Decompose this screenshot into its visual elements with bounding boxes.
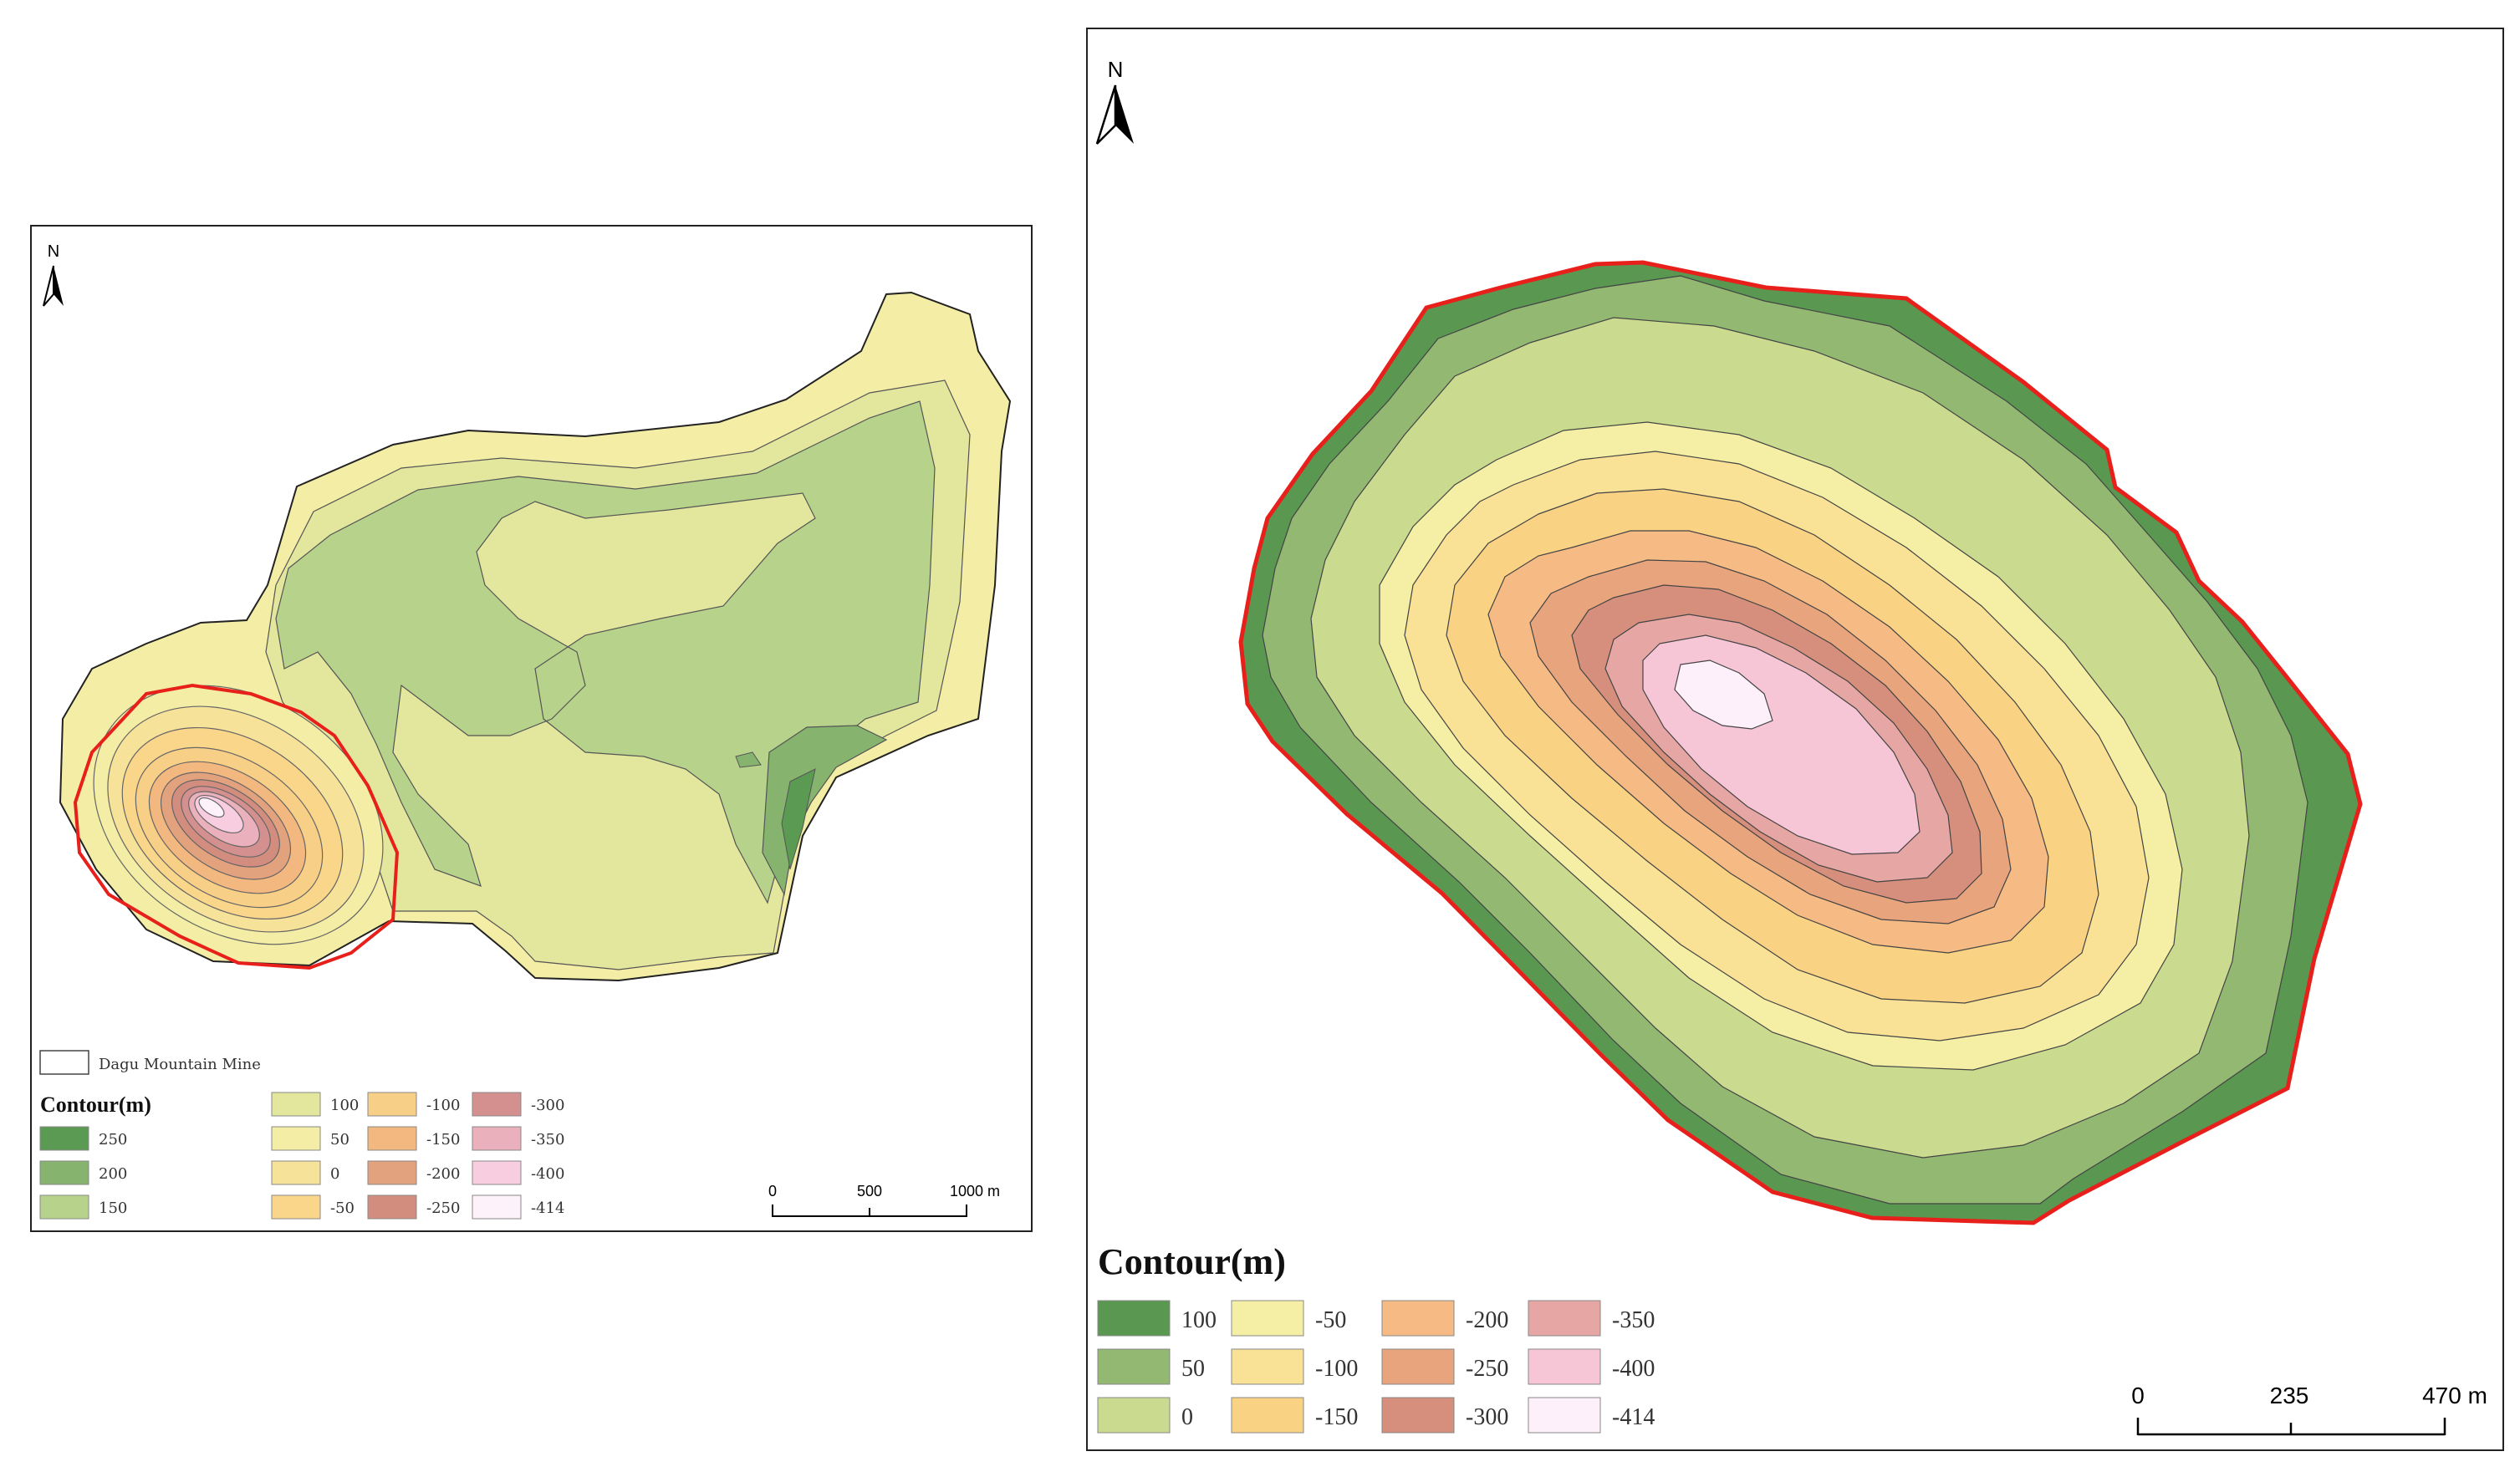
legend-swatch (367, 1092, 417, 1117)
legend-label: 0 (1181, 1404, 1193, 1430)
left-legend-title: Contour(m) (40, 1092, 151, 1117)
right-legend-col4: -350 -400 -414 (1528, 1300, 1655, 1434)
legend-label: 250 (99, 1131, 127, 1148)
contour-minus414-region (1674, 660, 1773, 730)
legend-swatch (472, 1092, 522, 1117)
legend-label: -100 (426, 1097, 460, 1114)
legend-swatch (472, 1194, 522, 1220)
legend-swatch (367, 1194, 417, 1220)
left-legend-col3: -100 -150 -200 -250 (367, 1092, 460, 1220)
legend-swatch (1528, 1348, 1601, 1385)
legend-label: -50 (1315, 1307, 1346, 1333)
legend-swatch (271, 1160, 321, 1185)
legend-swatch (1528, 1300, 1601, 1337)
legend-label: -150 (1315, 1404, 1358, 1430)
legend-swatch (271, 1194, 321, 1220)
legend-label: -150 (426, 1131, 460, 1148)
svg-text:500: 500 (857, 1183, 882, 1199)
legend-label: 200 (99, 1165, 127, 1183)
legend-label: -350 (531, 1131, 564, 1148)
legend-swatch (271, 1126, 321, 1151)
legend-swatch (271, 1092, 321, 1117)
legend-label: -200 (1466, 1307, 1508, 1333)
legend-swatch (367, 1160, 417, 1185)
legend-label: -100 (1315, 1356, 1358, 1382)
right-legend-title: Contour(m) (1098, 1241, 1286, 1282)
legend-swatch (1528, 1397, 1601, 1434)
contour-200-region (762, 725, 888, 896)
legend-swatch (1097, 1300, 1171, 1337)
north-arrow-icon: N (43, 242, 64, 307)
contour-250-region (781, 768, 816, 870)
legend-swatch (1097, 1397, 1171, 1434)
mine-contour-map (59, 291, 1012, 982)
legend-label: -200 (426, 1165, 460, 1183)
legend-swatch (1231, 1397, 1304, 1434)
legend-label: 50 (330, 1131, 349, 1148)
legend-label: 150 (99, 1199, 127, 1217)
right-legend: Contour(m) 100 50 0 -50 -100 -150 -200 (1097, 1241, 1655, 1434)
pit-boundary-left (73, 683, 400, 970)
legend-swatch (1231, 1348, 1304, 1385)
legend-label: -350 (1612, 1307, 1655, 1333)
right-legend-col2: -50 -100 -150 (1231, 1300, 1358, 1434)
left-legend: Dagu Mountain Mine Contour(m) 250 200 15… (39, 1050, 564, 1220)
legend-label: -414 (1612, 1404, 1655, 1430)
legend-swatch (1381, 1397, 1455, 1434)
right-legend-col3: -200 -250 -300 (1381, 1300, 1508, 1434)
svg-text:235: 235 (2270, 1383, 2309, 1408)
legend-swatch (472, 1160, 522, 1185)
legend-label: 100 (1181, 1307, 1217, 1333)
north-arrow-icon: N (1095, 57, 1134, 145)
legend-label: -400 (531, 1165, 564, 1183)
legend-label: -414 (531, 1199, 564, 1217)
legend-swatch (1381, 1300, 1455, 1337)
left-scale-bar: 0 500 1000 m (768, 1183, 1000, 1217)
legend-label: -250 (426, 1199, 460, 1217)
svg-text:N: N (48, 242, 59, 261)
left-map-panel: N (30, 225, 1033, 1232)
legend-label: -250 (1466, 1356, 1508, 1382)
legend-swatch (1381, 1348, 1455, 1385)
right-map-panel: N Contour(m) 100 (1086, 28, 2504, 1451)
left-legend-col2: 100 50 0 -50 (271, 1092, 359, 1220)
contour-200-patch (735, 751, 762, 768)
legend-swatch (39, 1160, 89, 1185)
legend-label: 50 (1181, 1356, 1205, 1382)
svg-text:0: 0 (768, 1183, 777, 1199)
legend-label: -400 (1612, 1356, 1655, 1382)
pit-boundary-right (1238, 260, 2363, 1225)
svg-text:0: 0 (2131, 1383, 2145, 1408)
legend-swatch (39, 1194, 89, 1220)
legend-swatch (472, 1126, 522, 1151)
left-legend-col4: -300 -350 -400 -414 (472, 1092, 564, 1220)
legend-label: -300 (1466, 1404, 1508, 1430)
legend-swatch (1231, 1300, 1304, 1337)
right-legend-col1: 100 50 0 (1097, 1300, 1217, 1434)
mine-legend-swatch (39, 1050, 89, 1075)
pit-contours-left (93, 685, 384, 945)
legend-swatch (1097, 1348, 1171, 1385)
legend-label: 0 (330, 1165, 339, 1183)
legend-label: -300 (531, 1097, 564, 1114)
left-legend-col1: 250 200 150 (39, 1126, 127, 1220)
legend-swatch (367, 1126, 417, 1151)
svg-text:N: N (1108, 57, 1124, 82)
legend-label: -50 (330, 1199, 355, 1217)
svg-text:470 m: 470 m (2422, 1383, 2487, 1408)
legend-swatch (39, 1126, 89, 1151)
svg-text:1000 m: 1000 m (950, 1183, 1000, 1199)
legend-label: 100 (330, 1097, 359, 1114)
right-scale-bar: 0 235 470 m (2131, 1383, 2487, 1436)
pit-contour-map-right (1238, 260, 2363, 1225)
mine-legend-label: Dagu Mountain Mine (99, 1056, 261, 1073)
